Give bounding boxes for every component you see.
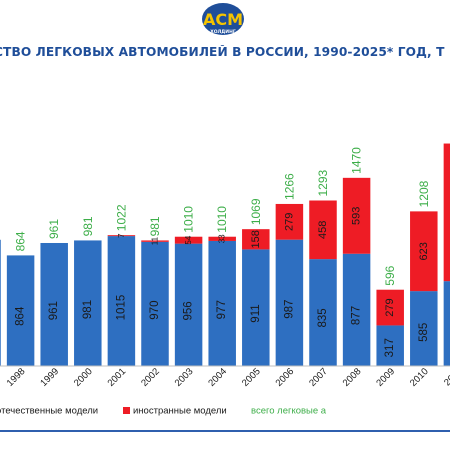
year-tick-label: 1998	[5, 366, 28, 389]
year-tick-label: 1999	[38, 366, 61, 389]
total-value-label: 1010	[182, 206, 196, 233]
total-value-label: 981	[148, 216, 162, 236]
foreign-value-label: 54	[184, 235, 193, 244]
domestic-bar	[342, 253, 371, 366]
year-tick-label: 2001	[106, 366, 129, 389]
domestic-value-label: 987	[283, 300, 295, 319]
foreign-value-label: 623	[418, 242, 430, 260]
domestic-value-label: 1015	[115, 295, 127, 321]
foreign-value-label: 11	[151, 236, 160, 245]
year-tick-label: 2005	[240, 366, 263, 389]
year-tick-label: 2007	[307, 366, 330, 389]
year-tick-label: 2010	[408, 366, 431, 389]
chart-title: СТВО ЛЕГКОВЫХ АВТОМОБИЛЕЙ В РОССИИ, 1990…	[0, 45, 445, 59]
foreign-value-label: 33	[218, 234, 227, 243]
domestic-bar	[141, 241, 169, 366]
year-tick-label: 2003	[173, 366, 196, 389]
legend-foreign-label: иностранные модели	[133, 406, 227, 417]
foreign-value-label: 158	[250, 230, 262, 248]
domestic-value-label: 961	[48, 301, 60, 320]
domestic-bar	[0, 239, 1, 366]
foreign-bar	[410, 211, 438, 292]
foreign-bar	[141, 240, 169, 242]
year-tick-label: 2002	[139, 366, 162, 389]
domestic-bar	[174, 243, 203, 366]
total-value-label: 1069	[249, 198, 263, 225]
legend-domestic-label: отечественные модели	[0, 406, 98, 417]
foreign-value-label: 279	[384, 298, 396, 316]
domestic-value-label: 970	[149, 301, 161, 320]
domestic-value-label: 877	[351, 306, 363, 325]
domestic-bar	[6, 255, 35, 366]
total-value-label: 1293	[316, 169, 330, 196]
domestic-value-label: 317	[384, 338, 396, 357]
total-value-label: 864	[14, 231, 28, 251]
domestic-value-label: 977	[216, 300, 228, 319]
total-value-label: 1022	[114, 204, 128, 231]
legend-total-label: всего легковые а	[251, 406, 327, 417]
year-tick-label: 2008	[341, 366, 364, 389]
foreign-bar	[107, 235, 136, 237]
domestic-bar	[410, 291, 438, 366]
legend-foreign-swatch	[123, 407, 130, 414]
year-tick-label: 2004	[206, 366, 229, 389]
foreign-bar	[443, 143, 450, 282]
domestic-value-label: 981	[82, 300, 94, 319]
total-value-label: 1266	[282, 173, 296, 200]
foreign-bar	[174, 236, 203, 244]
foreign-value-label: 458	[317, 221, 329, 239]
footer-divider	[0, 430, 450, 432]
foreign-bar	[275, 203, 304, 240]
total-value-label: 596	[383, 265, 397, 285]
year-tick-label: 2011	[442, 366, 450, 388]
year-tick-label: 2006	[274, 366, 297, 389]
foreign-bar	[242, 229, 270, 250]
logo-text: АСМ	[203, 10, 243, 29]
foreign-bar	[208, 236, 236, 241]
foreign-bar	[309, 200, 337, 260]
domestic-bar	[74, 240, 102, 366]
domestic-value-label: 911	[250, 304, 262, 322]
domestic-value-label: 835	[317, 308, 329, 327]
total-value-label: 1470	[350, 147, 364, 174]
total-value-label: 981	[81, 216, 95, 236]
logo-ellipse	[202, 3, 244, 35]
foreign-value-label: 7	[117, 233, 126, 238]
logo-subtext: ХОЛДИНГ	[210, 29, 236, 35]
total-value-label: 1010	[215, 206, 229, 233]
year-tick-label: 2000	[72, 366, 95, 389]
foreign-bar	[342, 177, 371, 254]
asm-holding-logo: АСМ ХОЛДИНГ	[202, 3, 244, 35]
total-value-label: 961	[47, 219, 61, 239]
domestic-bar	[107, 236, 136, 366]
total-value-label: 1208	[417, 180, 431, 207]
domestic-bar	[443, 281, 450, 366]
domestic-value-label: 585	[418, 323, 430, 342]
domestic-bar	[242, 249, 270, 366]
domestic-value-label: 864	[15, 306, 27, 326]
foreign-value-label: 593	[351, 207, 363, 225]
domestic-bar	[40, 242, 68, 366]
foreign-bar	[376, 289, 404, 326]
domestic-bar	[275, 239, 304, 366]
foreign-value-label: 279	[283, 213, 295, 231]
domestic-value-label: 956	[183, 301, 195, 320]
domestic-bar	[208, 240, 236, 366]
year-tick-label: 2009	[374, 366, 397, 389]
domestic-bar	[376, 325, 404, 366]
domestic-bar	[309, 259, 337, 366]
